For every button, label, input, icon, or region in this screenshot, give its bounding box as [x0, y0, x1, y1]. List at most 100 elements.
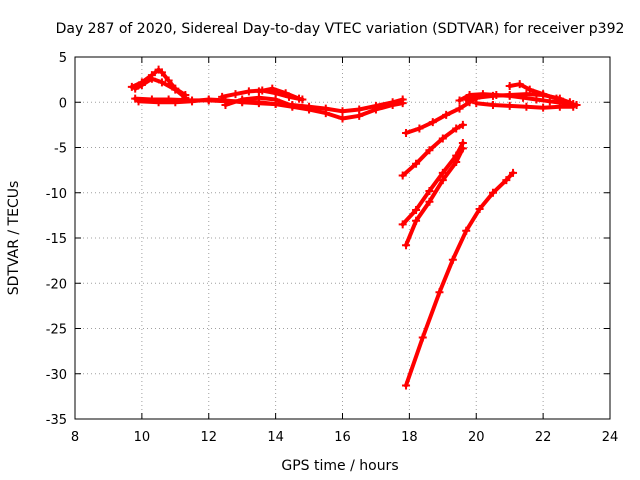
data-point	[532, 95, 541, 104]
y-tick-label: -15	[46, 232, 67, 247]
data-point	[565, 98, 574, 107]
plot-frame	[74, 56, 611, 420]
data-point	[545, 97, 554, 106]
data-point	[502, 176, 511, 185]
data-point	[438, 168, 447, 177]
data-point	[452, 157, 461, 166]
x-tick-label: 20	[468, 430, 485, 445]
data-point	[505, 91, 514, 100]
y-tick-labels: 5 0 -5 -10 -15 -20 -25 -30 -35	[46, 51, 67, 428]
x-tick-label: 14	[267, 430, 284, 445]
data-point	[188, 97, 197, 106]
x-tick-label: 10	[134, 430, 151, 445]
data-point	[231, 90, 240, 99]
data-point	[455, 104, 464, 113]
y-tick-label: -5	[54, 142, 67, 157]
data-point	[134, 97, 143, 106]
data-point	[475, 205, 484, 214]
series-line-14	[404, 146, 465, 248]
data-point	[154, 98, 163, 107]
data-point	[288, 101, 297, 110]
data-point	[412, 205, 421, 214]
data-point	[448, 255, 457, 264]
data-point	[552, 94, 561, 103]
x-axis-label: GPS time / hours	[281, 458, 398, 474]
data-point	[218, 92, 227, 101]
y-tick-label: -10	[46, 187, 67, 202]
x-tick-label: 16	[334, 430, 351, 445]
chart-title: Day 287 of 2020, Sidereal Day-to-day VTE…	[56, 21, 625, 37]
data-point	[415, 124, 424, 133]
data-point	[458, 144, 467, 153]
data-point	[412, 159, 421, 168]
x-tick-label: 8	[71, 430, 79, 445]
x-tick-label: 22	[535, 430, 552, 445]
data-point	[435, 288, 444, 297]
data-point	[438, 134, 447, 143]
data-point	[509, 168, 518, 177]
y-tick-label: -25	[46, 323, 67, 338]
data-point	[462, 226, 471, 235]
data-point	[412, 216, 421, 225]
data-point	[371, 105, 380, 114]
data-point	[402, 241, 411, 250]
data-point	[462, 95, 471, 104]
data-point	[438, 176, 447, 185]
data-point	[281, 89, 290, 98]
data-point	[338, 107, 347, 116]
data-point	[425, 146, 434, 155]
data-point	[254, 93, 263, 102]
series-line-13	[400, 141, 465, 227]
data-point	[171, 85, 180, 94]
data-point	[137, 81, 146, 90]
data-point	[442, 110, 451, 119]
data-point	[157, 68, 166, 77]
data-point	[488, 100, 497, 109]
data-point	[539, 103, 548, 112]
data-point	[488, 188, 497, 197]
data-point	[398, 220, 407, 229]
data-point	[147, 74, 156, 83]
data-point	[164, 76, 173, 85]
data-point	[555, 102, 564, 111]
data-point	[244, 87, 253, 96]
data-point	[157, 78, 166, 87]
series-line-5	[256, 86, 301, 101]
data-point	[268, 84, 277, 93]
y-tick-label: 5	[59, 51, 67, 66]
y-tick-label: -35	[46, 413, 67, 428]
data-point	[522, 90, 531, 99]
data-point	[398, 171, 407, 180]
data-point	[171, 98, 180, 107]
x-tick-label: 18	[401, 430, 418, 445]
data-point	[505, 101, 514, 110]
data-point	[402, 129, 411, 138]
y-tick-label: -20	[46, 277, 67, 292]
data-point	[455, 96, 464, 105]
data-series	[127, 65, 581, 390]
data-point	[305, 104, 314, 113]
data-point	[238, 95, 247, 104]
data-point	[488, 91, 497, 100]
data-point	[338, 114, 347, 123]
data-point	[398, 99, 407, 108]
data-point	[472, 99, 481, 108]
data-point	[204, 95, 213, 104]
data-point	[525, 85, 534, 94]
x-tick-label: 12	[200, 430, 217, 445]
data-point	[355, 111, 364, 120]
x-tick-label: 24	[602, 430, 619, 445]
data-point	[515, 80, 524, 89]
data-point	[522, 102, 531, 111]
data-point	[388, 100, 397, 109]
y-tick-label: -30	[46, 368, 67, 383]
data-point	[425, 197, 434, 206]
x-tick-labels: 8 10 12 14 16 18 20 22 24	[71, 430, 618, 445]
data-point	[402, 381, 411, 390]
data-point	[271, 95, 280, 104]
data-point	[295, 94, 304, 103]
data-point	[539, 90, 548, 99]
data-point	[425, 186, 434, 195]
data-point	[131, 84, 140, 93]
